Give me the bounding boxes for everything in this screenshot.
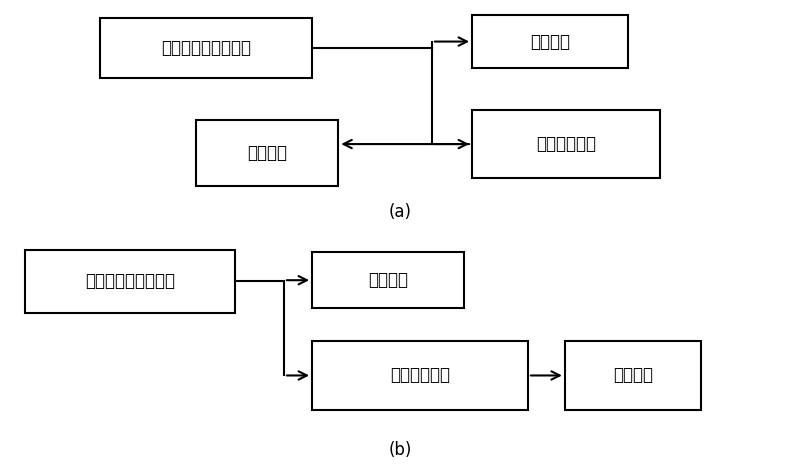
Text: 探测装置: 探测装置 [247, 144, 287, 162]
Text: (a): (a) [389, 203, 411, 221]
Bar [196, 120, 338, 186]
Text: (b): (b) [388, 441, 412, 459]
Text: 宿带光脉冲发生装置: 宿带光脉冲发生装置 [161, 39, 251, 57]
Text: 反射装置: 反射装置 [530, 33, 570, 50]
Bar [25, 250, 235, 313]
Bar [312, 341, 528, 410]
Text: 被测光学器件: 被测光学器件 [390, 367, 450, 384]
Bar [312, 252, 464, 308]
Text: 反射装置: 反射装置 [368, 271, 408, 289]
Text: 宿带光脉冲发生装置: 宿带光脉冲发生装置 [85, 272, 175, 290]
Text: 探测装置: 探测装置 [613, 367, 653, 384]
Bar [472, 15, 628, 68]
Bar [472, 110, 660, 178]
Text: 被测光学器件: 被测光学器件 [536, 135, 596, 153]
Bar [100, 18, 312, 78]
Bar [565, 341, 701, 410]
